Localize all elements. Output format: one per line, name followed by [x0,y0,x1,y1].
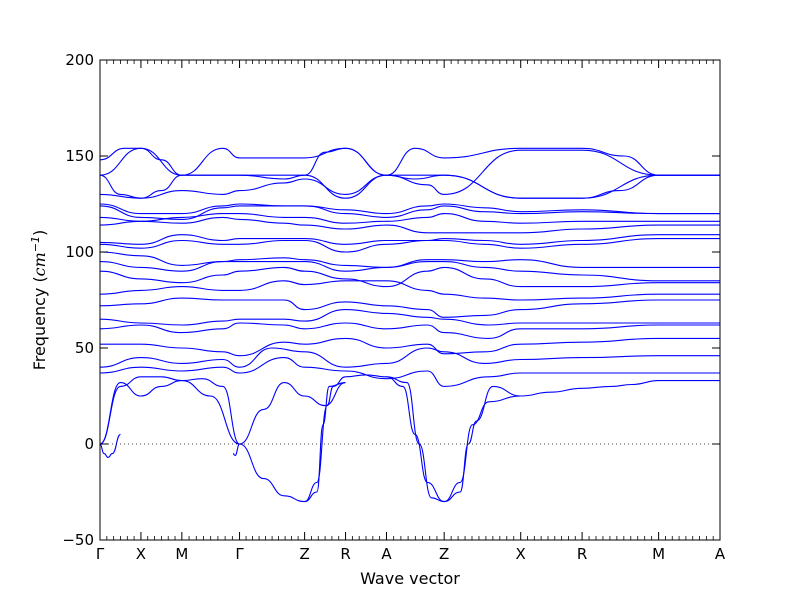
x-tick-label: R [340,545,350,563]
band-line [99,203,720,220]
x-tick-label: Γ [235,545,244,563]
band-line [99,251,720,268]
y-tick-label: 50 [75,339,94,357]
y-axis-label-main: Frequency ( [30,276,49,370]
x-tick-label: Γ [96,545,105,563]
band-line [99,216,720,234]
band-lines [99,147,720,503]
band-line [99,238,720,253]
band-line [99,203,720,218]
band-line [99,147,720,195]
band-line [99,147,720,176]
band-line [99,213,720,224]
y-axis-label: Frequency (cm−1) [29,230,49,371]
x-tick-label: Z [299,545,309,563]
band-line [99,357,720,387]
y-tick-label: 150 [65,147,94,165]
x-tick-label: Z [439,545,449,563]
band-line [99,174,720,199]
axis-ticks [99,59,721,541]
band-line [99,266,720,288]
band-line [444,395,521,503]
y-axis-label-unit: cm [30,252,49,276]
band-line [99,337,720,357]
x-tick-label: R [577,545,587,563]
band-line [99,322,720,339]
band-line [239,443,305,503]
band-line [520,380,720,397]
band-line [99,433,121,458]
x-tick-label: M [175,545,188,563]
x-axis-label: Wave vector [360,569,460,588]
x-tick-label: A [715,545,726,563]
band-line [99,297,720,318]
band-line [444,385,521,503]
tick-labels: −50 0 50 100 150 200 Γ X M Γ Z R A Z X R M A [62,51,726,563]
band-line [99,261,720,282]
x-tick-label: M [652,545,665,563]
y-tick-label: 0 [84,435,94,453]
band-line [232,443,240,457]
x-tick-label: A [381,545,392,563]
y-tick-label: 100 [65,243,94,261]
band-line [99,309,720,326]
band-line [99,174,720,199]
y-axis-label-exponent: −1 [29,236,42,252]
band-line [99,380,240,445]
x-tick-label: X [516,545,526,563]
y-tick-label: 200 [65,51,94,69]
band-line [99,234,720,245]
band-line [99,347,720,368]
y-axis-label-close: ) [30,230,49,236]
plot-frame [99,59,721,541]
y-tick-label: −50 [62,531,94,549]
band-line [99,376,241,445]
band-line [386,376,445,503]
band-line [99,280,720,301]
x-tick-label: X [136,545,146,563]
